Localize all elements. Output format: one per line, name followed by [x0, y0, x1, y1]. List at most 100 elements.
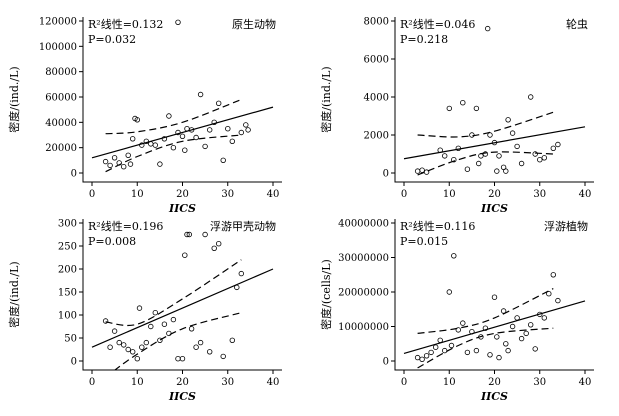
ci-lower-line: [113, 312, 242, 370]
regression-line: [91, 106, 274, 159]
x-axis-label: IICS: [480, 390, 508, 403]
p-value-label: P=0.015: [400, 235, 448, 248]
data-point: [184, 125, 190, 132]
y-tick-label: 20000: [45, 143, 77, 154]
panel-4: 0 10 20 30 40 0 10000000 20000000 30000000 400000…: [319, 219, 594, 403]
x-tick-label: 10: [131, 377, 144, 388]
data-point: [473, 105, 480, 112]
data-point: [460, 320, 466, 326]
data-point: [125, 152, 131, 158]
data-point: [469, 132, 475, 138]
y-tick-label: 250: [58, 242, 77, 253]
y-tick-label: 0: [383, 169, 389, 180]
data-point: [546, 291, 552, 297]
data-point: [179, 133, 186, 139]
x-axis-label: IICS: [168, 202, 196, 215]
r-squared-label: R²线性=0.116: [400, 219, 475, 233]
data-point: [157, 161, 163, 167]
data-point: [202, 231, 208, 238]
data-point: [455, 327, 461, 333]
data-point: [550, 145, 556, 151]
y-tick-label: 0: [71, 169, 77, 180]
data-point: [148, 141, 154, 147]
data-point: [127, 161, 134, 167]
x-tick-label: 30: [533, 377, 546, 388]
data-point: [494, 334, 500, 340]
p-value-label: P=0.008: [88, 235, 136, 248]
data-point: [496, 153, 502, 159]
y-axis-label: 密度/(ind./L): [7, 66, 21, 132]
data-point: [532, 346, 538, 352]
x-tick-label: 20: [176, 377, 189, 388]
r-squared-label: R²线性=0.046: [400, 17, 475, 31]
p-value-label: P=0.218: [400, 33, 448, 46]
panel-title: 原生动物: [232, 17, 276, 31]
data-point: [514, 315, 520, 321]
data-point: [186, 231, 192, 238]
data-point: [541, 155, 547, 161]
data-point: [102, 158, 109, 165]
data-point: [111, 328, 118, 334]
regression-line: [403, 126, 586, 160]
data-point: [448, 342, 455, 349]
data-point: [464, 166, 471, 172]
x-axis-label: IICS: [480, 202, 508, 215]
data-point: [197, 339, 204, 346]
data-point: [464, 349, 471, 356]
data-point: [175, 356, 181, 362]
data-point: [188, 326, 195, 332]
axes-frame: [394, 17, 594, 183]
data-point: [188, 127, 195, 133]
data-point: [550, 272, 556, 278]
axes-frame: [394, 219, 594, 371]
data-point: [496, 354, 502, 361]
x-tick-label: 40: [579, 377, 592, 388]
y-tick-label: 4000: [364, 93, 389, 104]
data-point: [134, 356, 140, 362]
data-point: [184, 231, 190, 238]
data-point: [211, 119, 217, 125]
data-point: [229, 337, 235, 343]
x-tick-label: 0: [401, 189, 407, 200]
data-point: [229, 138, 235, 144]
data-point: [487, 352, 493, 358]
data-point: [238, 270, 244, 277]
data-point: [215, 100, 222, 106]
x-tick-label: 10: [131, 189, 144, 200]
data-point: [220, 353, 226, 360]
panel-3: 0 10 20 30 40 0 50 100 150 200 250 300 IICS 密度/(ind./…: [7, 219, 282, 403]
data-point: [170, 316, 177, 323]
data-point: [514, 143, 520, 150]
data-point: [206, 349, 213, 355]
data-point: [437, 337, 443, 343]
data-point: [491, 139, 498, 146]
data-point: [139, 344, 145, 350]
data-point: [437, 147, 443, 153]
data-point: [478, 153, 484, 159]
data-point: [111, 155, 118, 161]
x-tick-label: 30: [221, 377, 234, 388]
data-point: [442, 347, 448, 354]
x-tick-label: 30: [533, 189, 546, 200]
data-point: [129, 349, 136, 355]
data-point: [423, 169, 430, 175]
data-point: [509, 323, 516, 330]
data-point: [116, 339, 122, 346]
ci-upper-line: [417, 111, 554, 138]
data-point: [161, 321, 168, 327]
panel-title: 浮游植物: [544, 219, 588, 233]
y-axis-label: 密度/(ind./L): [319, 66, 333, 132]
data-point: [179, 356, 186, 362]
data-point: [143, 138, 149, 144]
x-tick-label: 0: [401, 377, 407, 388]
data-point: [202, 143, 208, 150]
data-point: [129, 136, 136, 142]
ci-lower-line: [417, 151, 554, 176]
data-point: [161, 136, 168, 142]
data-point: [532, 151, 538, 157]
data-point: [451, 156, 457, 163]
data-point: [120, 342, 127, 348]
data-point: [494, 168, 500, 174]
data-point: [505, 347, 511, 354]
data-point: [428, 349, 434, 356]
